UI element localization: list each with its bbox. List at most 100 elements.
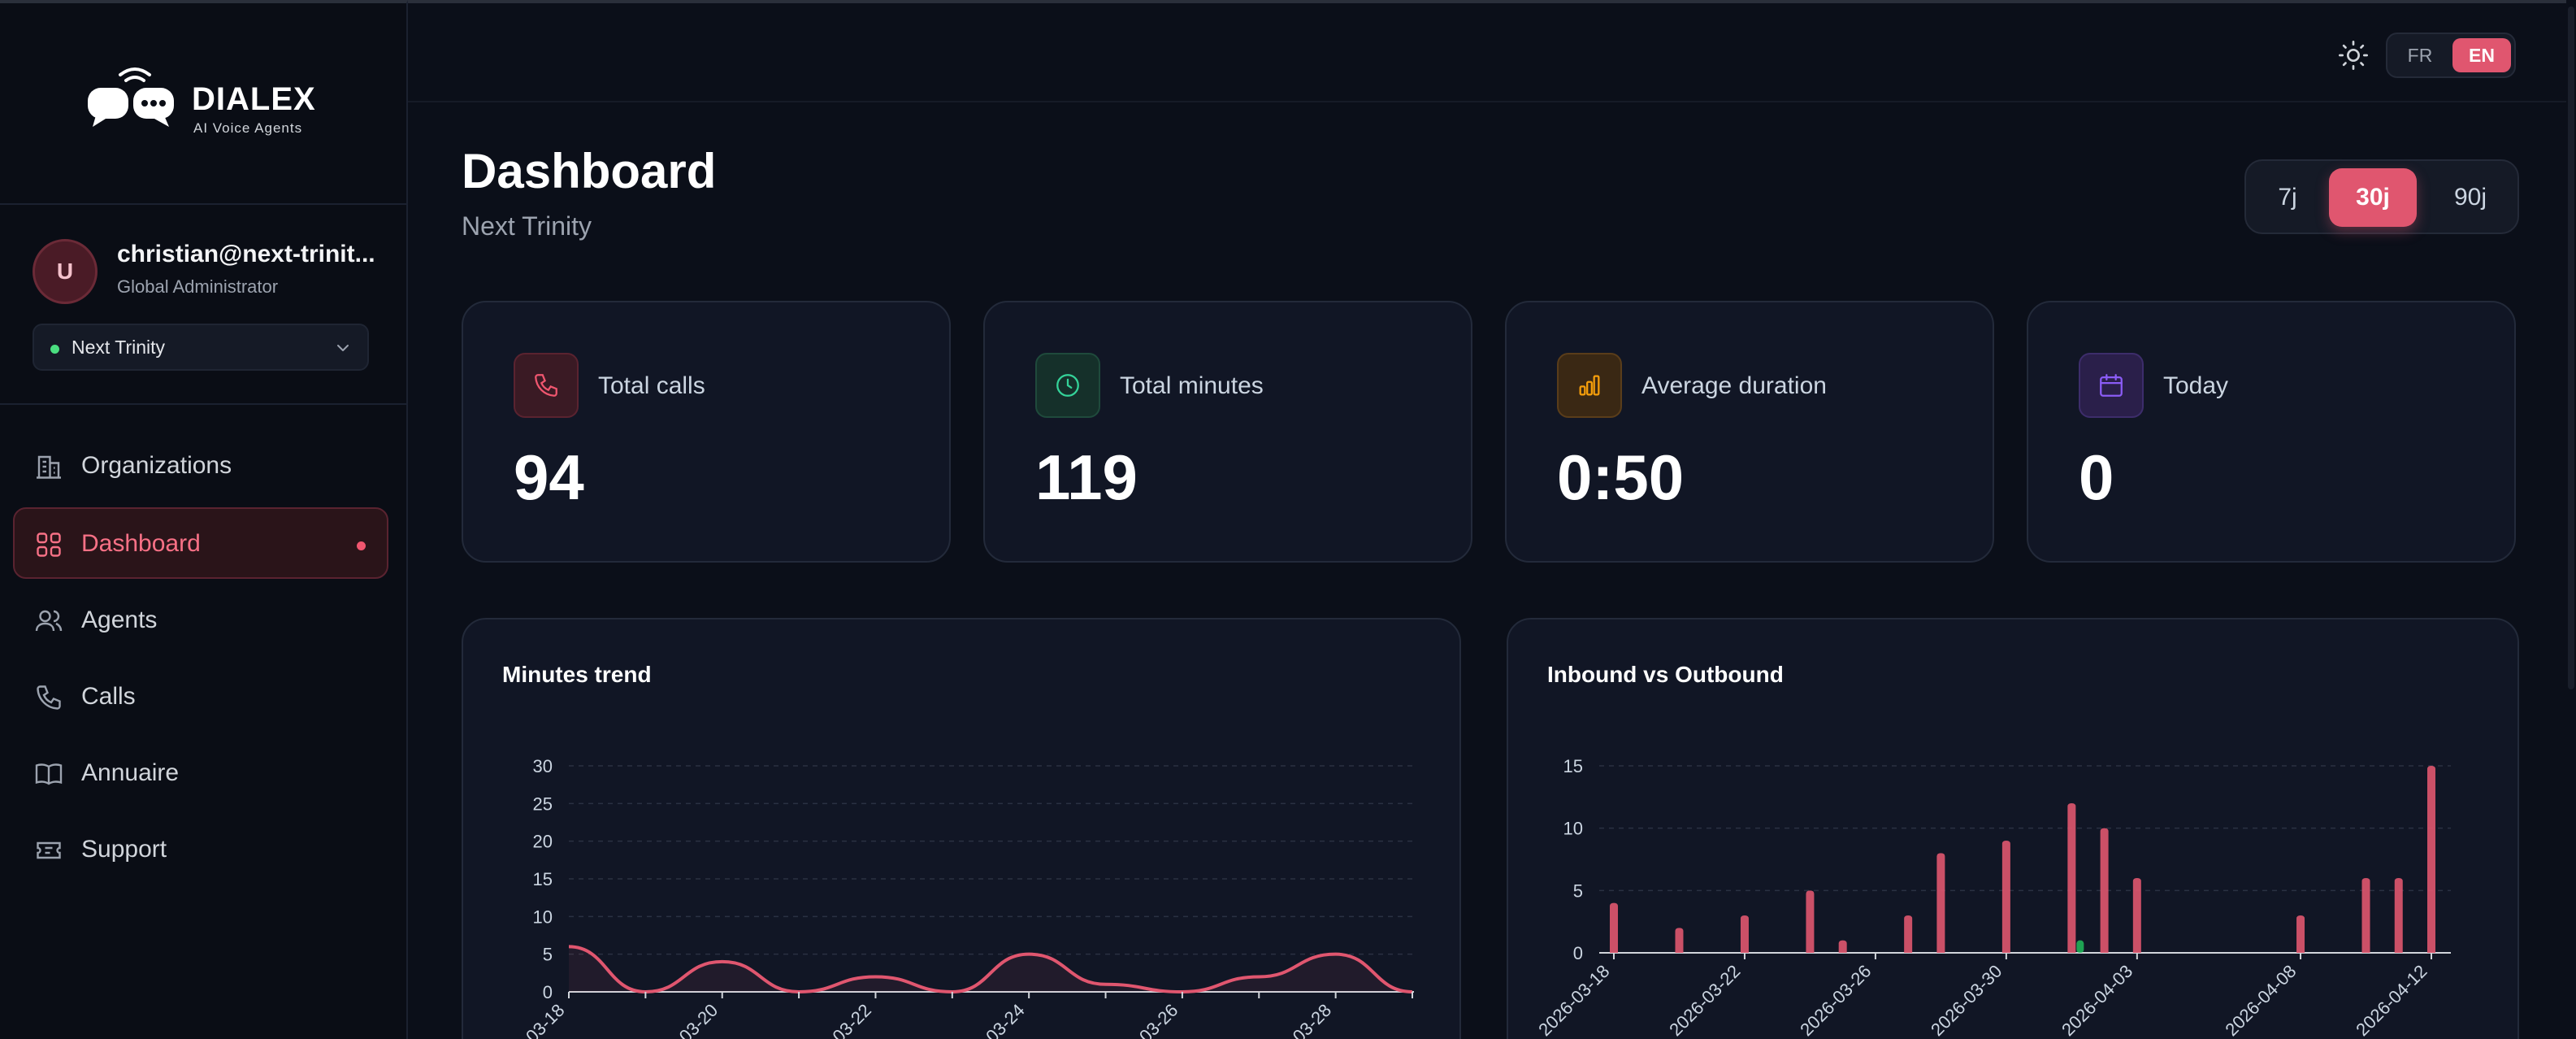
organization-select[interactable]: Next Trinity <box>33 324 369 371</box>
x-tick-label: 2026-04-03 <box>2058 961 2136 1039</box>
date-range-selector: 7j 30j 90j <box>2244 159 2519 234</box>
series-line <box>568 945 1413 994</box>
x-tick-label: 03-18 <box>522 1000 568 1039</box>
bar-inbound <box>2100 828 2109 953</box>
page-subtitle: Next Trinity <box>462 211 592 241</box>
sidebar-item-label: Dashboard <box>81 530 201 557</box>
brand-logo[interactable]: DIALEX AI Voice Agents <box>85 60 320 141</box>
range-30d-button[interactable]: 30j <box>2329 168 2417 227</box>
inbound-outbound-chart: 0 5 10 15 2026-03-18 2026-03-22 2026-03-26 2026… <box>1534 756 2451 1039</box>
stat-value: 94 <box>514 441 584 513</box>
x-tick-label: 03-24 <box>982 1000 1028 1039</box>
stat-card-total-calls: Total calls 94 <box>462 301 951 563</box>
building-icon <box>37 455 61 479</box>
sidebar-item-dashboard[interactable]: Dashboard <box>13 507 388 579</box>
y-tick-label: 30 <box>533 756 553 776</box>
bar-inbound <box>1610 902 1618 953</box>
brand-name: DIALEX <box>192 81 316 117</box>
chevron-down-icon <box>337 345 349 351</box>
range-7d-button[interactable]: 7j <box>2278 184 2297 211</box>
calendar-icon <box>2079 353 2144 418</box>
stat-value: 119 <box>1035 441 1138 513</box>
bar-inbound <box>2296 915 2305 953</box>
sidebar-divider <box>0 203 406 205</box>
language-en-button[interactable]: EN <box>2452 38 2511 72</box>
x-tick-label: 2026-04-12 <box>2352 961 2431 1039</box>
organization-select-value: Next Trinity <box>72 337 166 358</box>
bar-inbound <box>2067 803 2076 953</box>
bar-outbound <box>2076 940 2084 953</box>
chart-title: Inbound vs Outbound <box>1547 662 1784 687</box>
stat-card-total-minutes: Total minutes 119 <box>983 301 1472 563</box>
y-tick-label: 0 <box>543 982 553 1002</box>
scrollbar-thumb[interactable] <box>2568 7 2574 689</box>
bar-inbound <box>1675 928 1684 953</box>
status-dot <box>50 345 59 354</box>
page-scrollbar[interactable] <box>2566 0 2576 1039</box>
inbound-outbound-card: Inbound vs Outbound 0 5 10 15 2026-03-18 2026… <box>1507 618 2519 1039</box>
bar-inbound <box>1904 915 1913 953</box>
language-fr-button[interactable]: FR <box>2407 44 2433 66</box>
sidebar-item-label: Calls <box>81 683 136 710</box>
x-tick-label: 03-26 <box>1135 1000 1182 1039</box>
active-indicator-dot <box>357 541 366 550</box>
stat-label: Total calls <box>598 372 705 399</box>
users-icon <box>35 610 63 632</box>
main-content: Dashboard Next Trinity 7j 30j 90j Total … <box>408 102 2576 1039</box>
minutes-trend-chart: 0 5 10 15 20 25 30 03-18 03-20 03-22 03-24 03-26 03-… <box>522 756 1414 1039</box>
x-tick-label: 2026-03-26 <box>1796 961 1875 1039</box>
bar-inbound <box>2132 878 2141 953</box>
bar-inbound <box>1838 940 1847 953</box>
sidebar-item-label: Agents <box>81 606 158 633</box>
grid-icon <box>37 533 61 557</box>
sidebar: DIALEX AI Voice Agents U christian@next-… <box>0 0 408 1039</box>
ticket-icon <box>37 841 61 859</box>
bar-inbound <box>2427 766 2435 953</box>
x-tick-label: 2026-03-22 <box>1665 961 1744 1039</box>
sun-icon[interactable] <box>2337 39 2370 72</box>
brand-tagline: AI Voice Agents <box>193 120 303 136</box>
y-tick-label: 15 <box>533 869 553 889</box>
sidebar-item-organizations[interactable]: Organizations <box>13 429 388 501</box>
sidebar-item-annuaire[interactable]: Annuaire <box>13 737 388 808</box>
bar-inbound <box>1936 853 1945 953</box>
range-90d-button[interactable]: 90j <box>2453 184 2487 211</box>
page-title: Dashboard <box>462 144 717 198</box>
x-tick-label: 2026-04-08 <box>2221 961 2300 1039</box>
x-tick-label: 03-28 <box>1289 1000 1335 1039</box>
y-tick-label: 25 <box>533 793 553 814</box>
book-icon <box>35 763 63 785</box>
bar-inbound <box>1806 890 1815 953</box>
y-tick-label: 15 <box>1563 756 1583 776</box>
stat-label: Today <box>2163 372 2229 399</box>
clock-icon <box>1035 353 1100 418</box>
sidebar-item-support[interactable]: Support <box>13 813 388 885</box>
avatar: U <box>33 239 98 304</box>
user-role: Global Administrator <box>117 276 279 297</box>
stat-card-average-duration: Average duration 0:50 <box>1505 301 1994 563</box>
sidebar-item-label: Organizations <box>81 452 232 479</box>
stat-card-today: Today 0 <box>2027 301 2516 563</box>
language-switch: FR EN <box>2386 33 2516 78</box>
user-email: christian@next-trinit... <box>117 241 375 267</box>
y-tick-label: 0 <box>1573 943 1583 963</box>
y-tick-label: 10 <box>533 906 553 927</box>
stat-value: 0 <box>2079 441 2114 513</box>
phone-icon <box>37 685 61 710</box>
sidebar-item-label: Annuaire <box>81 759 180 786</box>
y-tick-label: 10 <box>1563 819 1583 839</box>
bar-inbound <box>2394 878 2403 953</box>
sidebar-divider <box>0 403 406 405</box>
sidebar-item-calls[interactable]: Calls <box>13 660 388 732</box>
phone-icon <box>514 353 579 418</box>
bar-inbound <box>2361 878 2370 953</box>
y-tick-label: 5 <box>543 945 553 965</box>
sidebar-item-agents[interactable]: Agents <box>13 584 388 655</box>
chat-bubbles-icon <box>88 67 174 127</box>
user-profile[interactable]: U christian@next-trinit... Global Admini… <box>33 239 390 304</box>
bar-inbound <box>2001 841 2010 953</box>
top-bar: FR EN <box>408 0 2576 102</box>
sidebar-item-label: Support <box>81 836 167 863</box>
bar-chart-icon <box>1557 353 1622 418</box>
